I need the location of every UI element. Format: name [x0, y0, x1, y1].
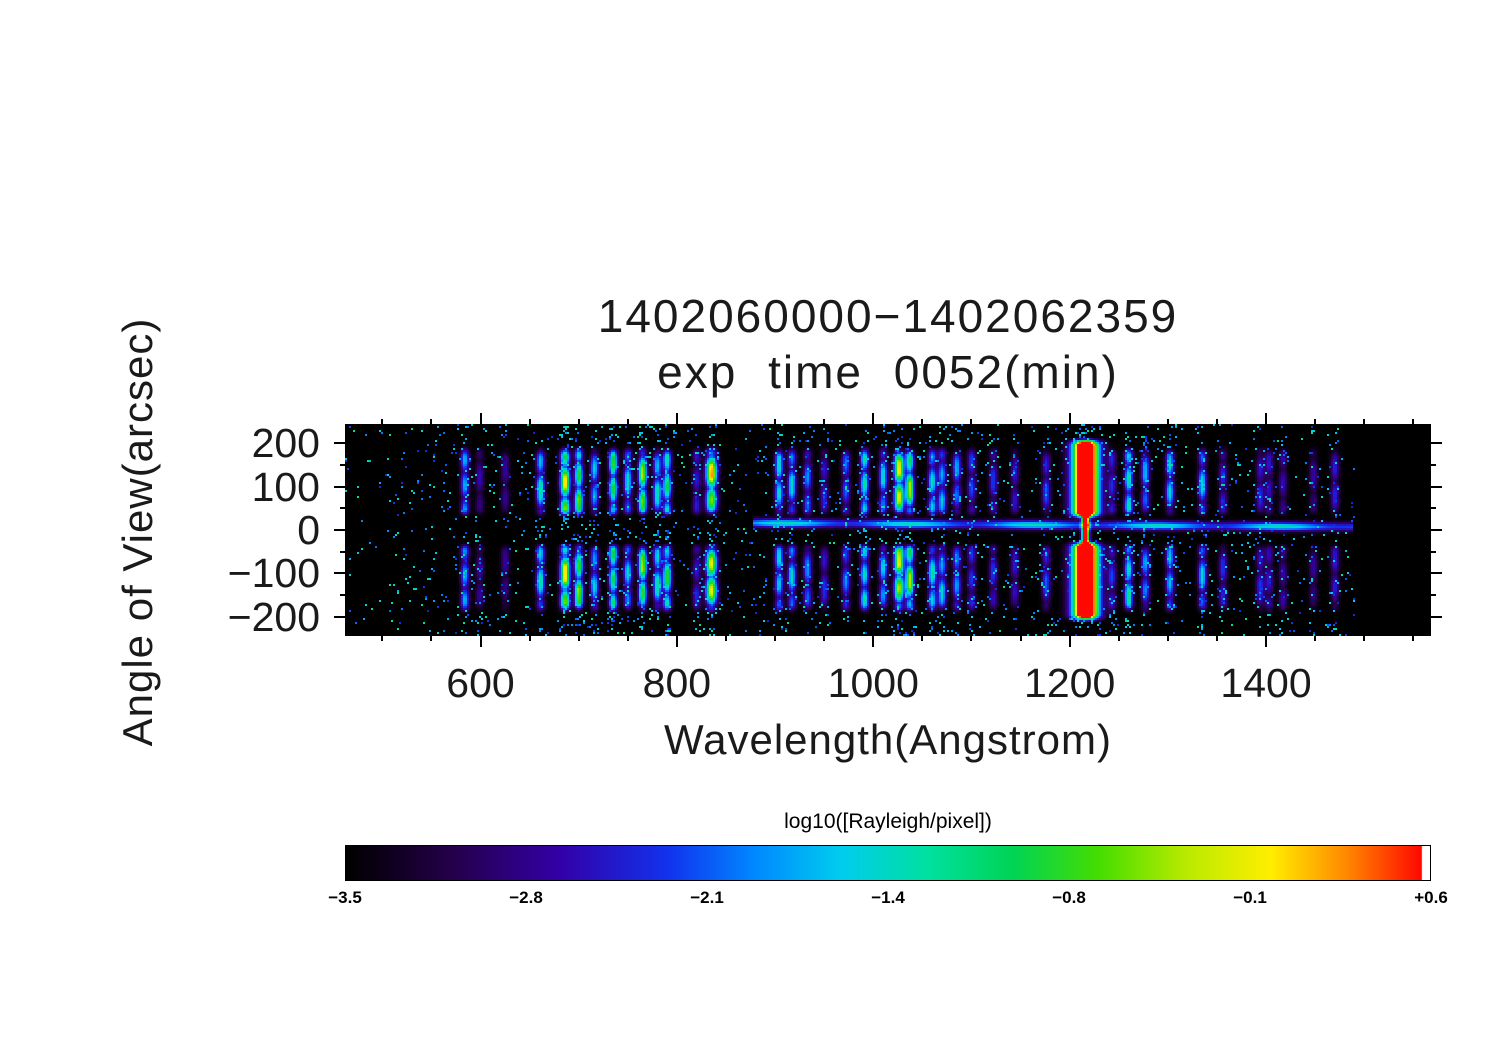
- colorbar-tick-label: −0.8: [1052, 888, 1086, 907]
- tick-mark: [774, 636, 777, 641]
- tick-mark: [1019, 636, 1022, 641]
- x-tick-label: 800: [642, 660, 712, 706]
- colorbar: [345, 845, 1431, 881]
- tick-mark: [479, 636, 482, 647]
- tick-mark: [1068, 413, 1071, 424]
- colorbar-tick-label: +0.6: [1414, 888, 1448, 907]
- tick-mark: [1363, 636, 1366, 641]
- tick-mark: [872, 636, 875, 647]
- x-tick-label: 1400: [1220, 660, 1312, 706]
- colorbar-tick-label: −2.8: [509, 888, 543, 907]
- colorbar-label: log10([Rayleigh/pixel]): [784, 810, 992, 833]
- tick-mark: [970, 636, 973, 641]
- tick-mark: [1431, 507, 1436, 510]
- tick-mark: [872, 413, 875, 424]
- tick-mark: [528, 636, 531, 641]
- colorbar-tick-label: −3.5: [328, 888, 362, 907]
- tick-mark: [1215, 636, 1218, 641]
- tick-mark: [1431, 529, 1442, 531]
- tick-mark: [1431, 550, 1436, 553]
- tick-mark: [1431, 442, 1442, 445]
- x-tick-label: 600: [446, 660, 515, 706]
- spectrogram-canvas: [345, 424, 1431, 636]
- title-line2: exp time 0052(min): [657, 346, 1119, 398]
- chart-title: 1402060000−1402062359 exp time 0052(min): [345, 288, 1431, 400]
- tick-mark: [1431, 615, 1442, 618]
- tick-mark: [724, 636, 727, 641]
- tick-mark: [334, 615, 345, 618]
- tick-mark: [1412, 636, 1415, 641]
- x-axis-label: Wavelength(Angstrom): [664, 716, 1112, 763]
- tick-mark: [675, 413, 678, 424]
- colorbar-tick-label: −0.1: [1233, 888, 1267, 907]
- tick-mark: [1117, 636, 1120, 641]
- tick-mark: [823, 636, 826, 641]
- tick-mark: [334, 529, 345, 531]
- tick-mark: [577, 636, 580, 641]
- tick-mark: [1314, 636, 1317, 641]
- tick-mark: [334, 485, 345, 488]
- tick-mark: [1431, 485, 1442, 488]
- tick-mark: [626, 636, 629, 641]
- x-tick-label: 1200: [1024, 660, 1116, 706]
- tick-mark: [430, 636, 433, 641]
- tick-mark: [479, 413, 482, 424]
- tick-mark: [334, 442, 345, 445]
- tick-mark: [1431, 464, 1436, 467]
- colorbar-tick-label: −2.1: [690, 888, 724, 907]
- tick-mark: [675, 636, 678, 647]
- y-axis-label: Angle of View(arcsec): [114, 317, 161, 747]
- tick-mark: [1265, 413, 1268, 424]
- tick-mark: [1265, 636, 1268, 647]
- tick-mark: [334, 572, 345, 575]
- tick-mark: [381, 636, 384, 641]
- colorbar-tick-label: −1.4: [871, 888, 905, 907]
- title-line1: 1402060000−1402062359: [597, 290, 1179, 342]
- x-tick-label: 1000: [827, 660, 919, 706]
- tick-mark: [1166, 636, 1169, 641]
- tick-mark: [1431, 572, 1442, 575]
- tick-mark: [1068, 636, 1071, 647]
- tick-mark: [921, 636, 924, 641]
- tick-mark: [1431, 593, 1436, 596]
